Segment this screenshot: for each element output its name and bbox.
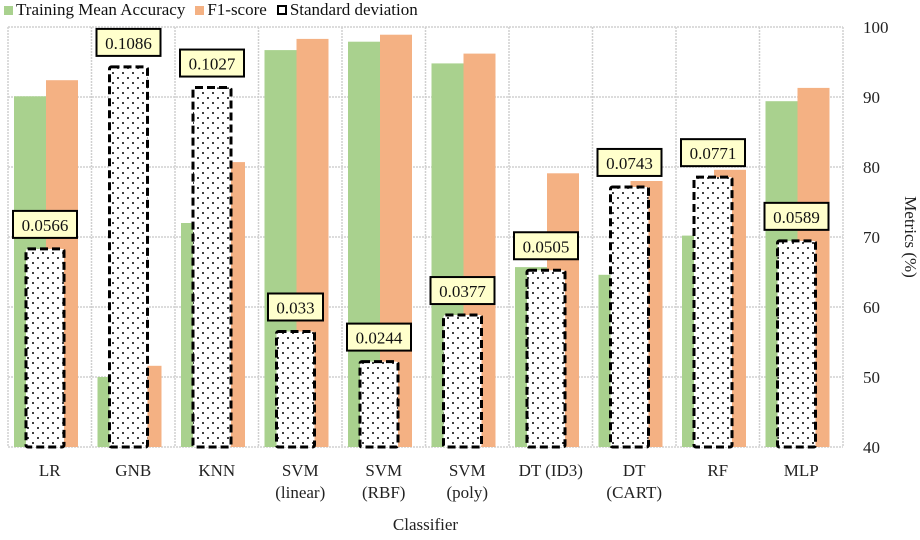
legend-label: Standard deviation <box>289 0 418 19</box>
std-bar <box>692 175 734 449</box>
accuracy-swatch <box>4 5 13 15</box>
std-bar <box>609 185 650 449</box>
std-label-box <box>763 201 830 231</box>
std-label-box <box>596 147 663 177</box>
legend-label: F1-score <box>207 0 267 19</box>
std-data-label: 0.0743 <box>606 154 653 173</box>
y-tick-label: 50 <box>863 368 880 387</box>
f1-swatch <box>195 5 205 15</box>
std-data-label: 0.0771 <box>690 144 737 163</box>
std-data-label: 0.0566 <box>22 216 69 235</box>
std-data-label: 0.0589 <box>773 208 820 227</box>
y-tick-label: 80 <box>863 158 880 177</box>
x-tick-label: MLP <box>784 461 819 480</box>
x-tick-label: RF <box>707 461 728 480</box>
std-bar <box>358 360 400 449</box>
y-tick-label: 60 <box>863 298 880 317</box>
std-bar <box>24 247 66 449</box>
x-tick-label: SVM <box>282 461 319 480</box>
std-data-label: 0.0244 <box>356 329 403 348</box>
x-tick-label: (linear) <box>275 483 325 502</box>
std-label-box <box>680 138 746 168</box>
std-bar <box>108 65 149 449</box>
x-tick-label: SVM <box>449 461 486 480</box>
x-tick-label: LR <box>39 461 61 480</box>
x-tick-label: (RBF) <box>362 483 405 502</box>
std-bar <box>275 330 316 449</box>
std-label-box <box>12 209 78 239</box>
std-label-box <box>179 48 245 78</box>
y-tick-label: 100 <box>863 18 889 37</box>
std-data-label: 0.1027 <box>189 55 236 74</box>
std-label-box <box>346 322 412 352</box>
std-data-label: 0.1086 <box>105 34 152 53</box>
x-tick-label: DT (ID3) <box>519 461 583 480</box>
legend-item-accuracy: Training Mean Accuracy <box>4 0 185 20</box>
x-tick-label: SVM <box>365 461 402 480</box>
y-tick-label: 70 <box>863 228 880 247</box>
x-tick-label: KNN <box>198 461 235 480</box>
std-bar <box>442 313 483 449</box>
y-axis-title: Metrics (%) <box>901 196 920 278</box>
x-tick-label: (CART) <box>606 483 662 502</box>
std-label-box <box>95 27 162 57</box>
y-tick-label: 90 <box>863 88 880 107</box>
std-data-label: 0.033 <box>276 299 314 318</box>
x-tick-label: (poly) <box>446 483 488 502</box>
std-data-label: 0.0377 <box>439 282 486 301</box>
std-swatch <box>276 5 287 15</box>
legend-item-std: Standard deviation <box>276 0 418 20</box>
x-axis-title: Classifier <box>393 515 458 534</box>
std-bar <box>191 86 233 449</box>
std-label-box <box>267 292 324 322</box>
legend-label: Training Mean Accuracy <box>16 0 186 19</box>
y-tick-label: 40 <box>863 438 880 457</box>
x-tick-label: DT <box>623 461 646 480</box>
x-tick-label: GNB <box>115 461 151 480</box>
legend-item-f1: F1-score <box>195 0 267 20</box>
legend: Training Mean Accuracy F1-score Standard… <box>4 0 418 20</box>
std-label-box <box>429 276 496 306</box>
std-label-box <box>513 231 579 261</box>
std-bar <box>525 268 567 449</box>
std-bar <box>776 239 817 449</box>
std-data-label: 0.0505 <box>523 237 570 256</box>
